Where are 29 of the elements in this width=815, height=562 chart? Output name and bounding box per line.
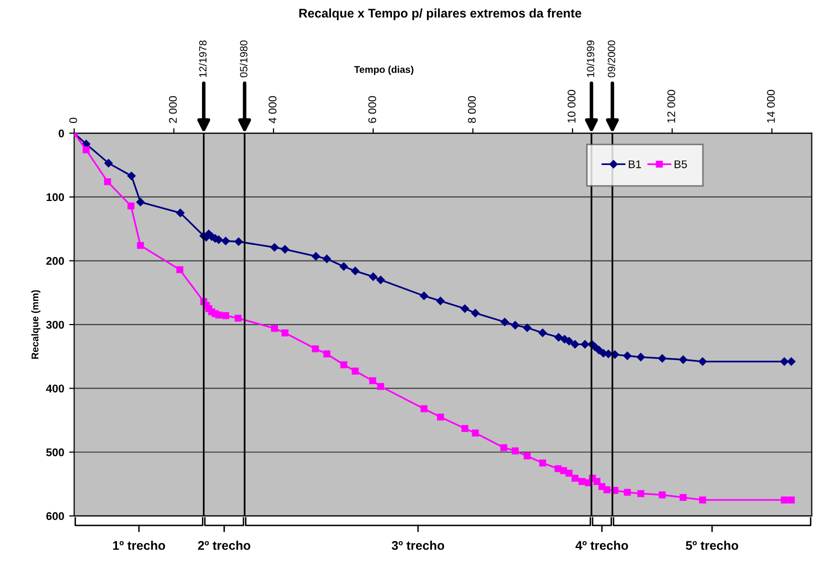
annotation: 05/1980 — [240, 40, 248, 78]
x-tick-label: 2 000 — [168, 96, 177, 123]
x-axis-title: Tempo (dias) — [354, 66, 414, 75]
x-tick-label: 12 000 — [667, 90, 676, 123]
text: 4º trecho — [576, 540, 628, 550]
text: 1º trecho — [113, 540, 166, 550]
x-tick-label: 10 000 — [568, 90, 576, 123]
annotation: 09/2000 — [608, 40, 616, 78]
y-tick-label: 100 — [46, 193, 64, 202]
text: 3º trecho — [392, 540, 444, 550]
y-tick-label: 300 — [46, 320, 64, 329]
y-axis-title: Recalque (mm) — [31, 290, 40, 359]
chart-title: Recalque x Tempo p/ pilares extremos da frente — [299, 8, 582, 20]
annotation: 10/1999 — [586, 40, 594, 77]
y-tick-label: 0 — [58, 129, 64, 138]
x-tick-label: 6 000 — [368, 96, 376, 123]
x-tick-label: 8 000 — [468, 96, 476, 123]
annotation: 12/1978 — [198, 40, 207, 77]
x-tick-label: 14 000 — [766, 90, 775, 123]
y-tick-label: 200 — [46, 257, 64, 265]
legend-label: B5 — [674, 160, 687, 168]
y-tick-label: 600 — [46, 512, 64, 520]
text: 5º trecho — [686, 540, 738, 550]
legend-label: B1 — [628, 160, 642, 168]
y-tick-label: 500 — [46, 448, 64, 456]
x-tick-label: 4 000 — [268, 96, 276, 124]
text: 2º trecho — [198, 540, 250, 550]
y-tick-label: 400 — [46, 384, 64, 392]
x-tick-label: 0 — [69, 118, 78, 124]
